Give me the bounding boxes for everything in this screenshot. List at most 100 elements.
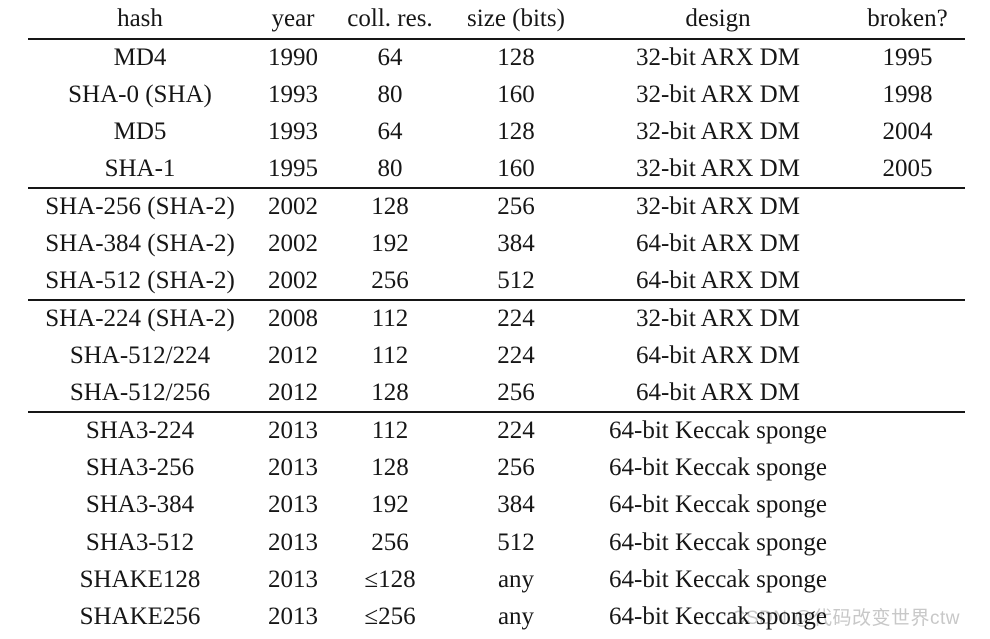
cell-year: 2013	[268, 491, 318, 519]
cell-size: 160	[497, 80, 535, 108]
cell-design: 32-bit ARX DM	[636, 193, 800, 221]
table-row: SHAKE128 2013 ≤128 any 64-bit Keccak sponge	[28, 561, 965, 598]
cell-design: 64-bit ARX DM	[636, 230, 800, 258]
cell-coll-res: ≤128	[364, 565, 416, 593]
table-row: SHA-256 (SHA-2) 2002 128 256 32-bit ARX DM	[28, 188, 965, 225]
cell-design: 64-bit Keccak sponge	[609, 565, 827, 593]
cell-hash: SHAKE128	[79, 565, 201, 593]
cell-year: 2012	[268, 342, 318, 370]
cell-broken	[850, 225, 965, 262]
cell-hash: SHA-224 (SHA-2)	[45, 305, 235, 333]
cell-design: 64-bit ARX DM	[636, 342, 800, 370]
column-header-design: design	[586, 0, 850, 40]
cell-year: 2013	[268, 528, 318, 556]
table-body: MD4 1990 64 128 32-bit ARX DM 1995 SHA-0 (SHA)…	[28, 39, 965, 636]
cell-broken	[850, 412, 965, 449]
cell-coll-res: ≤256	[364, 603, 416, 631]
cell-coll-res: 128	[371, 193, 409, 221]
cell-design: 64-bit Keccak sponge	[609, 417, 827, 445]
table-row: SHA3-384 2013 192 384 64-bit Keccak sponge	[28, 487, 965, 524]
cell-year: 2012	[252, 374, 334, 413]
cell-design: 64-bit Keccak sponge	[609, 453, 827, 481]
cell-year: 2008	[268, 305, 318, 333]
cell-hash: SHA3-512	[85, 528, 195, 556]
cell-coll-res: 112	[371, 417, 409, 445]
cell-design: 32-bit ARX DM	[636, 305, 800, 333]
cell-hash: SHA-1	[28, 150, 252, 190]
cell-coll-res: 64	[377, 44, 403, 72]
cell-size: 224	[497, 342, 535, 370]
cell-coll-res: 112	[371, 342, 409, 370]
table-row: SHAKE256 2013 ≤256 any 64-bit Keccak sponge	[28, 598, 965, 635]
cell-year: 2002	[268, 193, 318, 221]
column-header-coll-res: coll. res.	[334, 0, 446, 40]
cell-coll-res: 80	[334, 150, 446, 190]
cell-coll-res: 112	[371, 305, 409, 333]
cell-hash: SHA-512 (SHA-2)	[28, 262, 252, 302]
cell-broken: 1998	[882, 80, 933, 108]
cell-broken	[850, 188, 965, 225]
cell-hash: SHA-512/224	[69, 342, 211, 370]
cell-year: 2013	[268, 603, 318, 631]
cell-coll-res: 256	[334, 262, 446, 302]
cell-hash: SHA-256 (SHA-2)	[45, 193, 235, 221]
cell-design: 32-bit ARX DM	[636, 118, 800, 146]
cell-size: 128	[497, 44, 535, 72]
cell-year: 2013	[268, 453, 318, 481]
cell-broken	[850, 374, 965, 413]
cell-coll-res: 192	[371, 491, 409, 519]
cell-broken	[850, 337, 965, 374]
cell-size: any	[497, 565, 535, 593]
header-row: hash year coll. res. size (bits) design …	[28, 0, 965, 40]
cell-size: 512	[446, 262, 586, 302]
cell-year: 1995	[252, 150, 334, 190]
cell-broken	[850, 561, 965, 598]
cell-hash: SHA3-256	[85, 453, 195, 481]
table-row: SHA-512 (SHA-2) 2002 256 512 64-bit ARX DM	[28, 262, 965, 302]
cell-size: 256	[446, 374, 586, 413]
cell-year: 2002	[268, 230, 318, 258]
cell-design: 64-bit ARX DM	[586, 262, 850, 302]
table-row: SHA3-224 2013 112 224 64-bit Keccak sponge	[28, 412, 965, 449]
cell-year: 2013	[268, 417, 318, 445]
table-row: SHA3-256 2013 128 256 64-bit Keccak sponge	[28, 449, 965, 486]
column-header-hash: hash	[28, 0, 252, 40]
table-row: SHA-512/256 2012 128 256 64-bit ARX DM	[28, 374, 965, 413]
hash-functions-table: hash year coll. res. size (bits) design …	[28, 0, 965, 636]
table-row: SHA-1 1995 80 160 32-bit ARX DM 2005	[28, 150, 965, 190]
cell-size: 224	[497, 417, 535, 445]
column-header-broken: broken?	[850, 0, 965, 40]
cell-size: 128	[497, 118, 535, 146]
cell-broken	[850, 487, 965, 524]
cell-coll-res: 64	[377, 118, 403, 146]
cell-hash: MD5	[113, 118, 167, 146]
table-row: SHA-384 (SHA-2) 2002 192 384 64-bit ARX DM	[28, 225, 965, 262]
cell-broken	[850, 300, 965, 337]
cell-hash: SHA3-384	[85, 491, 195, 519]
cell-broken	[850, 262, 965, 302]
cell-design: 32-bit ARX DM	[636, 44, 800, 72]
cell-design: 64-bit ARX DM	[586, 374, 850, 413]
cell-broken: 2005	[850, 150, 965, 190]
cell-design: 64-bit Keccak sponge	[609, 491, 827, 519]
table-row: MD4 1990 64 128 32-bit ARX DM 1995	[28, 39, 965, 76]
cell-coll-res: 256	[371, 528, 409, 556]
cell-year: 1993	[268, 118, 318, 146]
cell-hash: MD4	[113, 44, 167, 72]
table-row: SHA3-512 2013 256 512 64-bit Keccak sponge	[28, 524, 965, 561]
cell-broken: 1995	[882, 44, 933, 72]
cell-year: 1990	[268, 44, 318, 72]
table-row: MD5 1993 64 128 32-bit ARX DM 2004	[28, 114, 965, 151]
cell-design: 64-bit Keccak sponge	[609, 528, 827, 556]
column-header-year: year	[252, 0, 334, 40]
cell-coll-res: 80	[377, 80, 403, 108]
table-row: SHA-0 (SHA) 1993 80 160 32-bit ARX DM 1998	[28, 76, 965, 113]
table-header: hash year coll. res. size (bits) design …	[28, 0, 965, 40]
cell-broken	[850, 598, 965, 635]
cell-size: any	[497, 603, 535, 631]
cell-design: 64-bit Keccak sponge	[609, 603, 827, 631]
cell-size: 256	[497, 453, 535, 481]
cell-coll-res: 192	[371, 230, 409, 258]
cell-design: 32-bit ARX DM	[586, 150, 850, 190]
